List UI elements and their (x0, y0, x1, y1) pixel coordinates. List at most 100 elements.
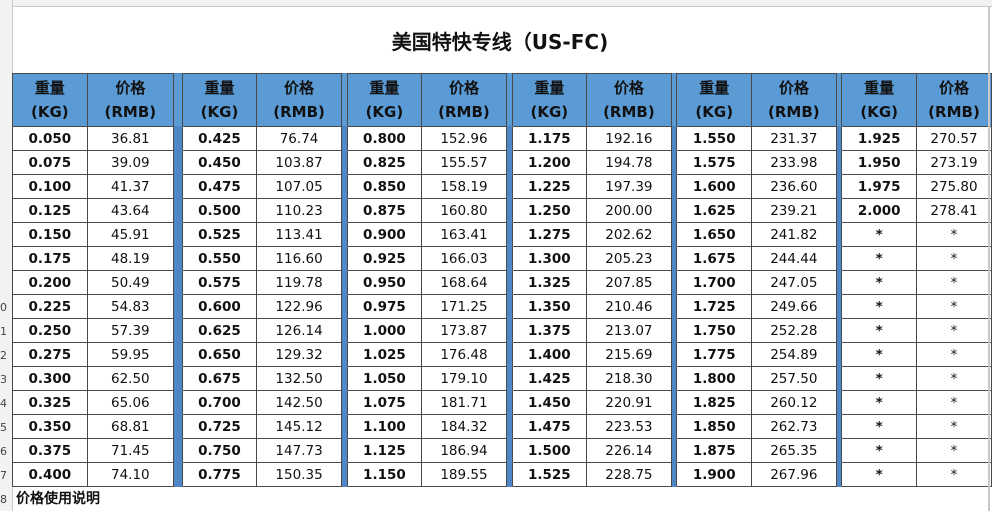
price-column-header[interactable]: 价格 (RMB) (751, 73, 837, 127)
weight-cell[interactable]: 1.900 (676, 462, 753, 487)
column-header-bar[interactable] (12, 0, 992, 7)
weight-cell[interactable]: 0.150 (12, 222, 88, 247)
price-cell[interactable]: 59.95 (86, 342, 175, 367)
weight-cell[interactable]: 0.750 (181, 438, 258, 463)
price-cell[interactable]: 186.94 (421, 438, 507, 463)
weight-column-header[interactable]: 重量 (KG) (511, 73, 588, 127)
price-cell[interactable]: 119.78 (256, 270, 342, 295)
price-cell[interactable]: 41.37 (86, 174, 175, 199)
weight-cell[interactable]: 0.800 (346, 126, 423, 151)
price-cell[interactable]: 228.75 (586, 462, 672, 487)
weight-cell[interactable]: 0.675 (181, 366, 258, 391)
price-cell[interactable]: 233.98 (751, 150, 837, 175)
price-cell[interactable]: * (915, 390, 992, 415)
weight-cell[interactable]: 0.325 (12, 390, 88, 415)
price-cell[interactable]: 122.96 (256, 294, 342, 319)
weight-cell[interactable]: * (841, 390, 917, 415)
weight-cell[interactable]: 0.125 (12, 198, 88, 223)
weight-cell[interactable]: * (841, 294, 917, 319)
weight-cell[interactable]: 0.225 (12, 294, 88, 319)
weight-cell[interactable]: 0.650 (181, 342, 258, 367)
price-cell[interactable]: 62.50 (86, 366, 175, 391)
weight-cell[interactable]: 1.750 (676, 318, 753, 343)
price-cell[interactable]: 176.48 (421, 342, 507, 367)
price-cell[interactable]: 278.41 (915, 198, 992, 223)
price-cell[interactable]: 241.82 (751, 222, 837, 247)
price-cell[interactable]: 160.80 (421, 198, 507, 223)
weight-column-header[interactable]: 重量 (KG) (181, 73, 258, 127)
weight-column-header[interactable]: 重量 (KG) (676, 73, 753, 127)
weight-cell[interactable]: * (841, 366, 917, 391)
weight-cell[interactable]: 0.850 (346, 174, 423, 199)
price-cell[interactable]: * (915, 222, 992, 247)
weight-cell[interactable]: 0.625 (181, 318, 258, 343)
weight-cell[interactable]: 1.925 (841, 126, 917, 151)
price-cell[interactable]: 48.19 (86, 246, 175, 271)
weight-cell[interactable]: 1.500 (511, 438, 588, 463)
price-column-header[interactable]: 价格 (RMB) (256, 73, 342, 127)
weight-cell[interactable]: 0.975 (346, 294, 423, 319)
weight-cell[interactable]: 1.475 (511, 414, 588, 439)
weight-cell[interactable]: 0.425 (181, 126, 258, 151)
weight-cell[interactable]: 0.825 (346, 150, 423, 175)
weight-cell[interactable]: 1.875 (676, 438, 753, 463)
weight-cell[interactable]: 1.975 (841, 174, 917, 199)
price-cell[interactable]: 262.73 (751, 414, 837, 439)
weight-cell[interactable]: 1.725 (676, 294, 753, 319)
weight-cell[interactable]: 0.875 (346, 198, 423, 223)
price-cell[interactable]: 36.81 (86, 126, 175, 151)
price-cell[interactable]: 247.05 (751, 270, 837, 295)
price-cell[interactable]: 126.14 (256, 318, 342, 343)
weight-cell[interactable]: 1.425 (511, 366, 588, 391)
price-cell[interactable]: 116.60 (256, 246, 342, 271)
price-cell[interactable]: * (915, 438, 992, 463)
price-cell[interactable]: 207.85 (586, 270, 672, 295)
weight-cell[interactable]: * (841, 342, 917, 367)
weight-column-header[interactable]: 重量 (KG) (841, 73, 917, 127)
price-cell[interactable]: 260.12 (751, 390, 837, 415)
weight-cell[interactable]: 1.325 (511, 270, 588, 295)
weight-cell[interactable]: 1.250 (511, 198, 588, 223)
price-cell[interactable]: 265.35 (751, 438, 837, 463)
price-cell[interactable]: 179.10 (421, 366, 507, 391)
weight-cell[interactable]: 1.275 (511, 222, 588, 247)
weight-cell[interactable]: 0.550 (181, 246, 258, 271)
price-cell[interactable]: 57.39 (86, 318, 175, 343)
weight-cell[interactable]: 0.100 (12, 174, 88, 199)
price-cell[interactable]: 113.41 (256, 222, 342, 247)
weight-cell[interactable]: 0.050 (12, 126, 88, 151)
price-cell[interactable]: * (915, 462, 992, 487)
price-cell[interactable]: 150.35 (256, 462, 342, 487)
price-cell[interactable]: 39.09 (86, 150, 175, 175)
row-number[interactable]: 4 (0, 397, 7, 410)
price-cell[interactable]: 65.06 (86, 390, 175, 415)
weight-cell[interactable]: 0.075 (12, 150, 88, 175)
weight-cell[interactable]: 0.200 (12, 270, 88, 295)
price-cell[interactable]: 257.50 (751, 366, 837, 391)
price-cell[interactable]: 192.16 (586, 126, 672, 151)
price-cell[interactable]: 184.32 (421, 414, 507, 439)
weight-cell[interactable]: 1.825 (676, 390, 753, 415)
weight-cell[interactable]: 0.250 (12, 318, 88, 343)
weight-cell[interactable]: 1.175 (511, 126, 588, 151)
price-cell[interactable]: 197.39 (586, 174, 672, 199)
weight-cell[interactable]: 1.850 (676, 414, 753, 439)
weight-cell[interactable]: 0.175 (12, 246, 88, 271)
price-cell[interactable]: 273.19 (915, 150, 992, 175)
price-cell[interactable]: 171.25 (421, 294, 507, 319)
price-cell[interactable]: 145.12 (256, 414, 342, 439)
weight-cell[interactable]: 0.775 (181, 462, 258, 487)
row-number[interactable]: 8 (0, 493, 7, 506)
weight-cell[interactable]: 0.275 (12, 342, 88, 367)
weight-cell[interactable]: * (841, 246, 917, 271)
weight-cell[interactable]: 0.500 (181, 198, 258, 223)
weight-cell[interactable]: 0.300 (12, 366, 88, 391)
weight-cell[interactable]: 1.050 (346, 366, 423, 391)
price-cell[interactable]: * (915, 414, 992, 439)
weight-cell[interactable]: 1.950 (841, 150, 917, 175)
weight-cell[interactable]: 1.400 (511, 342, 588, 367)
price-cell[interactable]: 252.28 (751, 318, 837, 343)
price-cell[interactable]: 103.87 (256, 150, 342, 175)
weight-cell[interactable]: 0.475 (181, 174, 258, 199)
weight-cell[interactable]: 0.450 (181, 150, 258, 175)
